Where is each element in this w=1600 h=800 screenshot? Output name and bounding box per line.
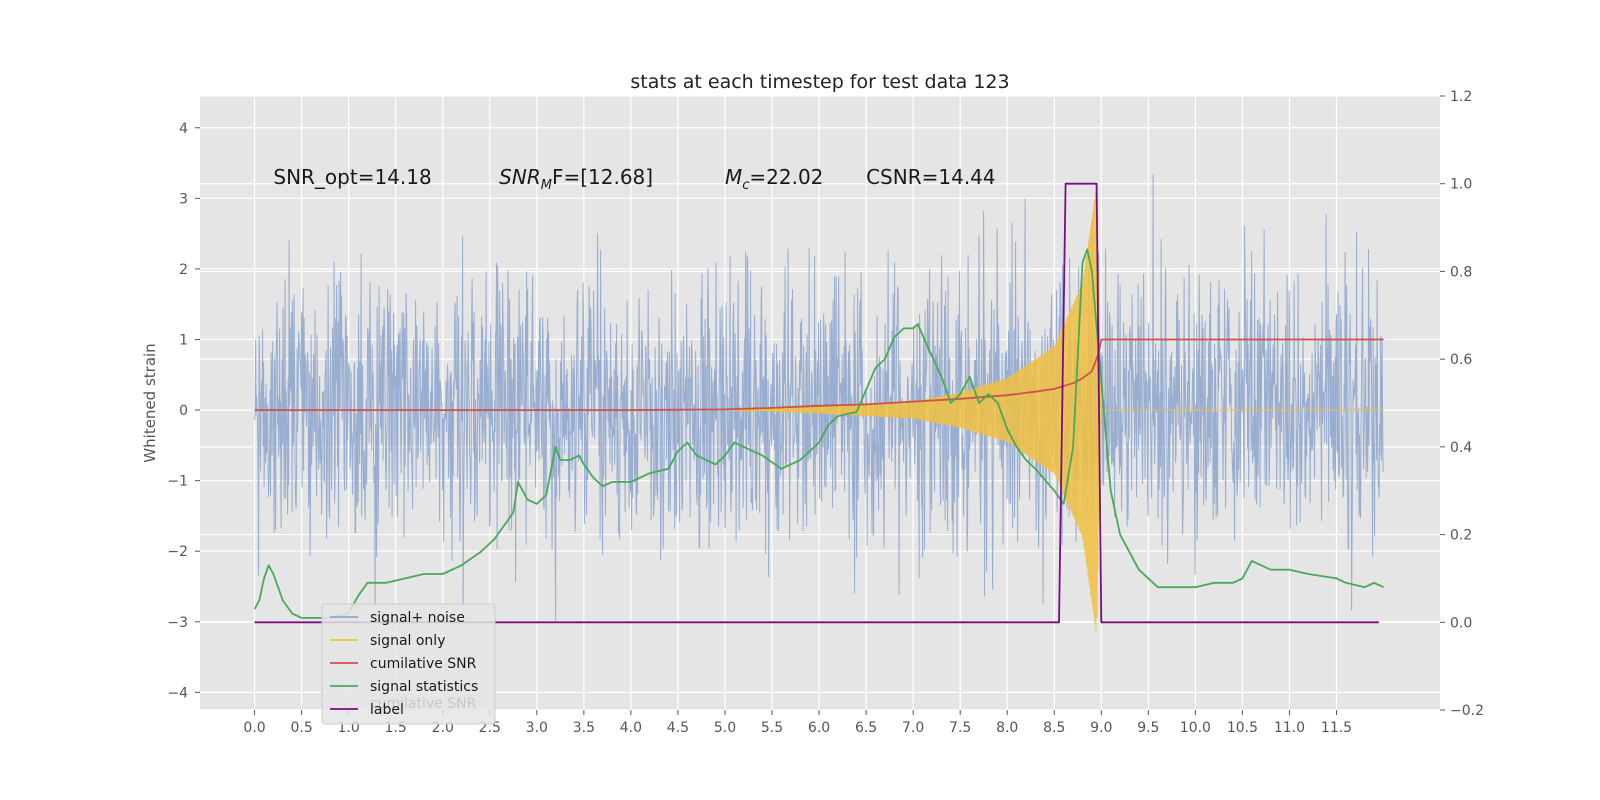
- y2-tick-label: 0.4: [1450, 440, 1472, 456]
- signal-only-series: [724, 185, 1384, 632]
- legend-label: signal only: [370, 633, 445, 649]
- y2-tick-label: 0.2: [1450, 528, 1472, 544]
- x-tick-label: 0.0: [243, 720, 265, 736]
- x-tick-label: 5.5: [761, 720, 783, 736]
- legend-ghost-text: cumilative SNR: [370, 696, 477, 712]
- x-tick-label: 9.5: [1137, 720, 1159, 736]
- cumilative-snr-line: [254, 338, 1384, 412]
- annotations: SNR_opt=14.18 SNRMF=[12.68] Mc=22.02 CSNR=1…: [273, 165, 995, 193]
- x-tick-label: 7.5: [949, 720, 971, 736]
- legend-label: cumilative SNR: [370, 656, 477, 672]
- y-tick-label: −4: [167, 685, 188, 701]
- annotation: CSNR=14.44: [866, 165, 996, 189]
- y-tick-label: 2: [179, 262, 188, 278]
- annotation: SNRMF=[12.68]: [499, 165, 653, 193]
- x-tick-label: 8.0: [996, 720, 1018, 736]
- legend-label: label: [370, 702, 404, 718]
- x-tick-label: 6.0: [808, 720, 830, 736]
- annotation: SNR_opt=14.18: [273, 165, 431, 189]
- y2-tick-label: 0.6: [1450, 352, 1472, 368]
- x-tick-label: 4.5: [667, 720, 689, 736]
- y-tick-label: 1: [179, 332, 188, 348]
- legend-box: [321, 603, 496, 725]
- x-tick-label: 10.5: [1227, 720, 1258, 736]
- y-tick-label: −2: [167, 544, 188, 560]
- label-line: [254, 182, 1379, 624]
- legend-label: signal statistics: [370, 679, 478, 695]
- chart-title: stats at each timestep for test data 123: [630, 71, 1009, 93]
- x-tick-label: 3.0: [526, 720, 548, 736]
- x-tick-label: 3.5: [573, 720, 595, 736]
- y2-tick-label: 1.0: [1450, 177, 1472, 193]
- y-tick-label: 3: [179, 191, 188, 207]
- signal-only-line: [724, 185, 1102, 632]
- y2-tick-label: −0.2: [1450, 703, 1484, 719]
- x-tick-label: 10.0: [1180, 720, 1211, 736]
- y2-tick-label: 1.2: [1450, 89, 1472, 105]
- annotation: Mc=22.02: [725, 165, 823, 193]
- y-tick-label: 4: [179, 121, 188, 137]
- x-tick-label: 6.5: [855, 720, 877, 736]
- y2-tick-label: 0.8: [1450, 264, 1472, 280]
- x-tick-label: 5.0: [714, 720, 736, 736]
- y-tick-label: 0: [179, 403, 188, 419]
- signal-noise-series: [254, 174, 1384, 621]
- x-tick-label: 4.0: [620, 720, 642, 736]
- x-tick-label: 8.5: [1043, 720, 1065, 736]
- signal-noise-line: [254, 174, 1384, 621]
- legend-label: signal+ noise: [370, 610, 465, 626]
- axis-ticks: 0.0 0.5 1.0 1.5 2.0 2.5 3.0 3.5 4.0 4.5 5.0 5.5 6.0 6…: [167, 89, 1484, 736]
- x-tick-label: 11.5: [1321, 720, 1352, 736]
- x-tick-label: 0.5: [290, 720, 312, 736]
- x-tick-label: 9.0: [1090, 720, 1112, 736]
- y-tick-label: −1: [167, 474, 188, 490]
- x-tick-label: 7.0: [902, 720, 924, 736]
- y-tick-label: −3: [167, 615, 188, 631]
- signal-statistics-line: [253, 248, 1384, 619]
- line-series: [253, 182, 1384, 624]
- y2-tick-label: 0.0: [1450, 615, 1472, 631]
- y-axis-label: Whitened strain: [141, 343, 159, 462]
- legend: cumilative SNR signal+ noise signal only cu…: [321, 603, 496, 725]
- x-tick-label: 11.0: [1274, 720, 1305, 736]
